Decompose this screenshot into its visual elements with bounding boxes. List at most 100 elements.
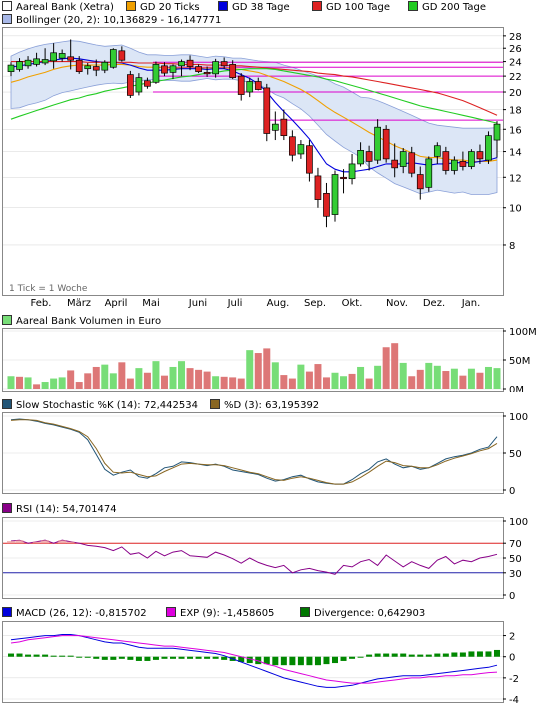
month-label: Mai: [142, 298, 160, 309]
volume-bar: [288, 378, 296, 389]
divergence-bar: [16, 653, 23, 657]
divergence-bar: [135, 656, 142, 661]
legend-swatch: [2, 1, 12, 11]
candle-body: [118, 50, 126, 61]
divergence-bar: [408, 654, 415, 657]
candle: [331, 170, 339, 222]
ma-line: [10, 68, 498, 124]
divergence-bar: [195, 656, 202, 659]
candle-body: [451, 159, 458, 171]
candle-body: [161, 65, 168, 74]
divergence-bar: [84, 656, 91, 658]
candle-body: [84, 65, 92, 70]
legend-swatch: [2, 503, 12, 513]
divergence-bar: [33, 654, 40, 657]
legend-swatch: [2, 14, 12, 24]
month-label: Jan.: [461, 298, 481, 309]
volume-bar: [391, 343, 399, 389]
candle: [118, 46, 126, 62]
volume-bar: [212, 376, 220, 389]
y-tick-label: 100: [509, 517, 528, 528]
divergence-bar: [349, 656, 356, 659]
volume-bar: [254, 353, 262, 389]
indicator-line: [10, 539, 498, 575]
candle-body: [127, 74, 134, 96]
legend-item-gd200: GD 200 Tage: [408, 1, 486, 13]
candle-body: [41, 59, 49, 64]
indicator-line: [10, 635, 498, 684]
volume-bar: [484, 366, 492, 389]
candle: [433, 142, 441, 164]
divergence-bar: [50, 655, 57, 657]
volume-bar: [476, 372, 484, 389]
y-tick-label: 18: [509, 106, 522, 117]
candle: [451, 156, 458, 175]
candle-body: [357, 150, 364, 165]
y-tick-label: 12: [509, 173, 522, 184]
volume-bar: [280, 375, 288, 389]
candle-body: [391, 159, 399, 169]
divergence-bar: [59, 655, 66, 657]
divergence-bar: [323, 656, 330, 665]
volume-bar: [203, 371, 211, 389]
month-label: Aug.: [267, 298, 290, 309]
divergence-bar: [127, 656, 134, 660]
divergence-bar: [306, 656, 313, 666]
candle: [24, 56, 32, 69]
y-tick-label: 14: [509, 148, 522, 159]
candle-body: [144, 80, 151, 87]
volume-bar: [374, 365, 382, 389]
volume-bar: [314, 364, 322, 389]
y-tick-label: 28: [509, 32, 522, 43]
candle-body: [33, 58, 40, 65]
divergence-bar: [357, 656, 364, 658]
divergence-bar: [340, 656, 347, 661]
candle-body: [254, 81, 262, 90]
legend-item-macd: MACD (26, 12): -0,815702: [2, 607, 147, 619]
volume-bar: [169, 366, 177, 389]
volume-bar: [143, 372, 151, 389]
legend-swatch: [218, 1, 228, 11]
candle-body: [24, 59, 32, 67]
month-label: März: [67, 298, 91, 309]
candle: [340, 169, 347, 194]
volume-bar: [50, 378, 58, 389]
volume-bar: [416, 369, 424, 389]
divergence-bar: [118, 656, 125, 659]
volume-bar: [220, 376, 228, 389]
candle: [374, 119, 381, 164]
divergence-bar: [204, 656, 211, 659]
volume-bar: [493, 368, 501, 389]
candle-body: [365, 151, 373, 162]
volume-bar: [263, 348, 271, 389]
candle-body: [237, 75, 245, 95]
divergence-bar: [374, 653, 381, 657]
candle-body: [169, 65, 177, 73]
divergence-bar: [280, 656, 287, 666]
candle-body: [92, 66, 100, 71]
candle-body: [75, 59, 83, 72]
ma-line: [10, 63, 498, 162]
candle-body: [135, 77, 143, 93]
volume-bar: [67, 370, 75, 389]
divergence-bar: [476, 651, 483, 657]
macd-chart: [3, 634, 503, 700]
rsi-overbought-fill: [7, 540, 15, 544]
rsi-overbought-fill: [66, 541, 75, 544]
candle: [425, 156, 433, 192]
candle-body: [425, 158, 433, 188]
macd-panel: [2, 621, 504, 703]
volume-bar: [357, 366, 365, 389]
candle: [271, 111, 279, 141]
candle-body: [416, 174, 424, 190]
rsi-legend: RSI (14): 54,701474: [0, 502, 545, 516]
candle-body: [16, 61, 23, 70]
volume-bar: [382, 347, 390, 389]
rsi-overbought-fill: [58, 540, 67, 544]
divergence-bar: [417, 654, 424, 657]
candle: [109, 48, 117, 69]
indicator-line: [10, 418, 498, 485]
candle-body: [229, 64, 237, 78]
volume-bar: [297, 364, 305, 389]
divergence-bar: [263, 656, 270, 665]
